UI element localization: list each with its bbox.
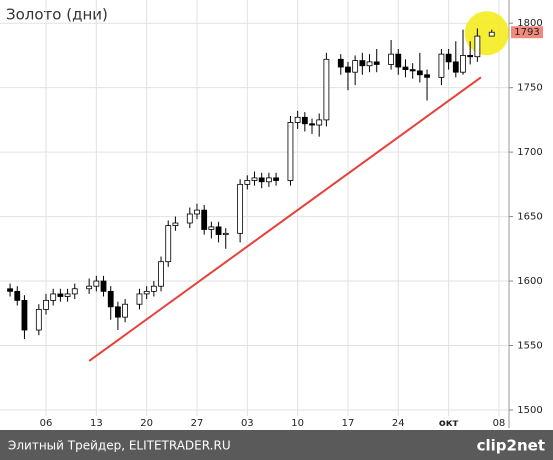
y-tick-label: 1600 xyxy=(517,276,542,287)
candle-body xyxy=(122,303,128,318)
candle-body xyxy=(115,306,121,318)
y-tick-label: 1500 xyxy=(517,405,542,416)
candle-body xyxy=(424,74,430,78)
candle-body xyxy=(143,290,150,295)
candle-body xyxy=(186,213,193,224)
candle-body xyxy=(359,60,366,67)
candle-body xyxy=(416,70,423,76)
y-tick-label: 1550 xyxy=(517,340,542,351)
candle-body xyxy=(474,35,481,58)
y-tick-label: 1700 xyxy=(517,147,542,158)
candle-body xyxy=(215,226,222,236)
candle-body xyxy=(366,61,373,67)
candle-body xyxy=(86,285,93,290)
chart-title: Золото (дни) xyxy=(6,6,108,24)
candle-body xyxy=(136,293,143,305)
footer-logo: clip2net xyxy=(477,437,545,455)
candle-body xyxy=(352,60,359,73)
candle-body xyxy=(301,116,308,125)
x-tick-label: 10 xyxy=(291,418,304,429)
footer-source: Элитный Трейдер, ELITETRADER.RU xyxy=(8,439,231,453)
highlight xyxy=(464,11,509,56)
x-tick-label: 17 xyxy=(342,418,355,429)
candle-body xyxy=(50,293,57,301)
candle-body xyxy=(201,209,208,230)
candle-body xyxy=(35,308,42,331)
candle-body xyxy=(388,53,394,65)
price-tag-label: 1793 xyxy=(514,27,539,38)
candle-body xyxy=(345,66,351,73)
x-tick-label: 13 xyxy=(90,418,103,429)
price-tag xyxy=(511,26,543,39)
candle-body xyxy=(467,55,474,58)
candle-body xyxy=(323,58,330,121)
candle-body xyxy=(452,61,459,73)
candle-body xyxy=(251,177,258,181)
candle-body xyxy=(373,61,380,65)
candle-body xyxy=(409,69,416,72)
candle-body xyxy=(172,222,179,227)
candle-body xyxy=(244,180,251,185)
candle-body xyxy=(273,177,279,181)
candle-body xyxy=(165,225,172,263)
x-tick-label: 08 xyxy=(493,418,506,429)
y-tick-label: 1750 xyxy=(517,83,542,94)
candle-body xyxy=(43,299,49,310)
x-tick-label: 06 xyxy=(40,418,53,429)
candle-body xyxy=(100,280,107,292)
candle-body xyxy=(57,293,64,297)
x-tick-label: 24 xyxy=(392,418,405,429)
candle-body xyxy=(237,183,244,234)
background xyxy=(0,0,553,430)
candle-body xyxy=(316,119,323,126)
candle-body xyxy=(194,209,200,215)
footer-bar xyxy=(0,430,553,460)
candle-body xyxy=(107,290,114,308)
candle-body xyxy=(222,232,229,236)
candle-body xyxy=(93,280,100,287)
candle-body xyxy=(294,116,301,123)
candle-body xyxy=(309,123,315,126)
candle-body xyxy=(395,53,402,68)
candle-body xyxy=(287,122,294,181)
x-tick-label: 20 xyxy=(140,418,153,429)
candle-body xyxy=(64,293,71,297)
y-tick-label: 1650 xyxy=(517,212,542,223)
x-tick-label: окт xyxy=(439,418,459,429)
candle-body xyxy=(150,285,157,292)
candle-body xyxy=(265,177,272,183)
x-tick-label: 27 xyxy=(191,418,204,429)
candle-body xyxy=(258,177,265,183)
candle-body xyxy=(488,31,495,37)
y-tick-label: 1800 xyxy=(517,18,542,29)
candle-body xyxy=(14,290,21,301)
candle-body xyxy=(438,53,445,78)
candle-body xyxy=(158,261,164,287)
candle-body xyxy=(7,288,13,292)
candle-body xyxy=(208,226,215,230)
candle-body xyxy=(21,299,28,331)
trend-line xyxy=(88,76,482,362)
candle-body xyxy=(445,53,452,63)
candle-body xyxy=(460,55,466,73)
candle-body xyxy=(402,66,409,71)
candle-body xyxy=(337,58,344,68)
x-tick-label: 03 xyxy=(241,418,254,429)
candle-body xyxy=(71,288,78,295)
